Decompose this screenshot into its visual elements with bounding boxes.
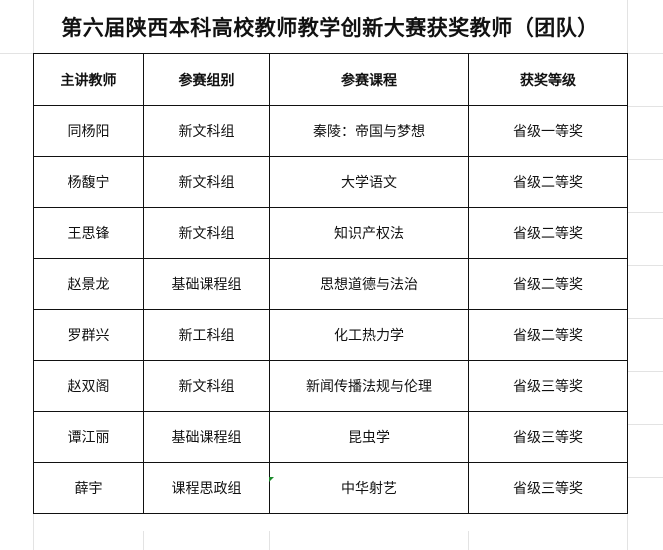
gridline — [269, 531, 270, 550]
table-row: 赵景龙 基础课程组 思想道德与法治 省级二等奖 — [33, 258, 628, 310]
gridline — [627, 318, 663, 319]
gridline — [627, 265, 663, 266]
gridline — [627, 212, 663, 213]
gridline — [468, 531, 469, 550]
table-row: 谭江丽 基础课程组 昆虫学 省级三等奖 — [33, 411, 628, 463]
cell-course[interactable]: 大学语文 — [269, 156, 469, 208]
cell-award[interactable]: 省级三等奖 — [468, 411, 628, 463]
cell-course[interactable]: 新闻传播法规与伦理 — [269, 360, 469, 412]
header-award[interactable]: 获奖等级 — [468, 53, 628, 106]
cell-award[interactable]: 省级三等奖 — [468, 462, 628, 514]
gridline — [627, 371, 663, 372]
cell-group[interactable]: 新工科组 — [143, 309, 270, 361]
header-row: 主讲教师 参赛组别 参赛课程 获奖等级 — [33, 53, 628, 106]
cell-group[interactable]: 新文科组 — [143, 156, 270, 208]
cell-teacher[interactable]: 薛宇 — [33, 462, 144, 514]
cell-group[interactable]: 基础课程组 — [143, 411, 270, 463]
cell-group[interactable]: 课程思政组 — [143, 462, 270, 514]
cell-teacher[interactable]: 谭江丽 — [33, 411, 144, 463]
table-row: 薛宇 课程思政组 中华射艺 省级三等奖 — [33, 462, 628, 514]
header-group[interactable]: 参赛组别 — [143, 53, 270, 106]
cell-teacher[interactable]: 赵景龙 — [33, 258, 144, 310]
cell-award[interactable]: 省级三等奖 — [468, 360, 628, 412]
table-row: 王思锋 新文科组 知识产权法 省级二等奖 — [33, 207, 628, 259]
table-row: 杨馥宁 新文科组 大学语文 省级二等奖 — [33, 156, 628, 208]
cell-course[interactable]: 思想道德与法治 — [269, 258, 469, 310]
header-course[interactable]: 参赛课程 — [269, 53, 469, 106]
table-row: 同杨阳 新文科组 秦陵：帝国与梦想 省级一等奖 — [33, 105, 628, 157]
cell-group[interactable]: 基础课程组 — [143, 258, 270, 310]
gridline — [143, 531, 144, 550]
cell-course[interactable]: 昆虫学 — [269, 411, 469, 463]
awards-table: 主讲教师 参赛组别 参赛课程 获奖等级 同杨阳 新文科组 秦陵：帝国与梦想 省级一等奖… — [33, 53, 628, 514]
cell-teacher[interactable]: 王思锋 — [33, 207, 144, 259]
cell-award[interactable]: 省级二等奖 — [468, 309, 628, 361]
cell-course[interactable]: 中华射艺 — [269, 462, 469, 514]
gridline — [627, 477, 663, 478]
sheet-title[interactable]: 第六届陕西本科高校教师教学创新大赛获奖教师（团队） — [61, 15, 599, 40]
cell-group[interactable]: 新文科组 — [143, 105, 270, 157]
cell-award[interactable]: 省级一等奖 — [468, 105, 628, 157]
cell-course[interactable]: 化工热力学 — [269, 309, 469, 361]
cell-award[interactable]: 省级二等奖 — [468, 258, 628, 310]
cell-group[interactable]: 新文科组 — [143, 360, 270, 412]
table-row: 罗群兴 新工科组 化工热力学 省级二等奖 — [33, 309, 628, 361]
gridline — [627, 106, 663, 107]
cell-course[interactable]: 秦陵：帝国与梦想 — [269, 105, 469, 157]
gridline — [627, 424, 663, 425]
table-row: 赵双阁 新文科组 新闻传播法规与伦理 省级三等奖 — [33, 360, 628, 412]
cell-teacher[interactable]: 赵双阁 — [33, 360, 144, 412]
cell-comment-indicator — [269, 477, 274, 482]
header-teacher[interactable]: 主讲教师 — [33, 53, 144, 106]
cell-group[interactable]: 新文科组 — [143, 207, 270, 259]
gridline — [627, 159, 663, 160]
cell-teacher[interactable]: 杨馥宁 — [33, 156, 144, 208]
cell-teacher[interactable]: 罗群兴 — [33, 309, 144, 361]
cell-teacher[interactable]: 同杨阳 — [33, 105, 144, 157]
cell-award[interactable]: 省级二等奖 — [468, 207, 628, 259]
cell-award[interactable]: 省级二等奖 — [468, 156, 628, 208]
cell-course[interactable]: 知识产权法 — [269, 207, 469, 259]
